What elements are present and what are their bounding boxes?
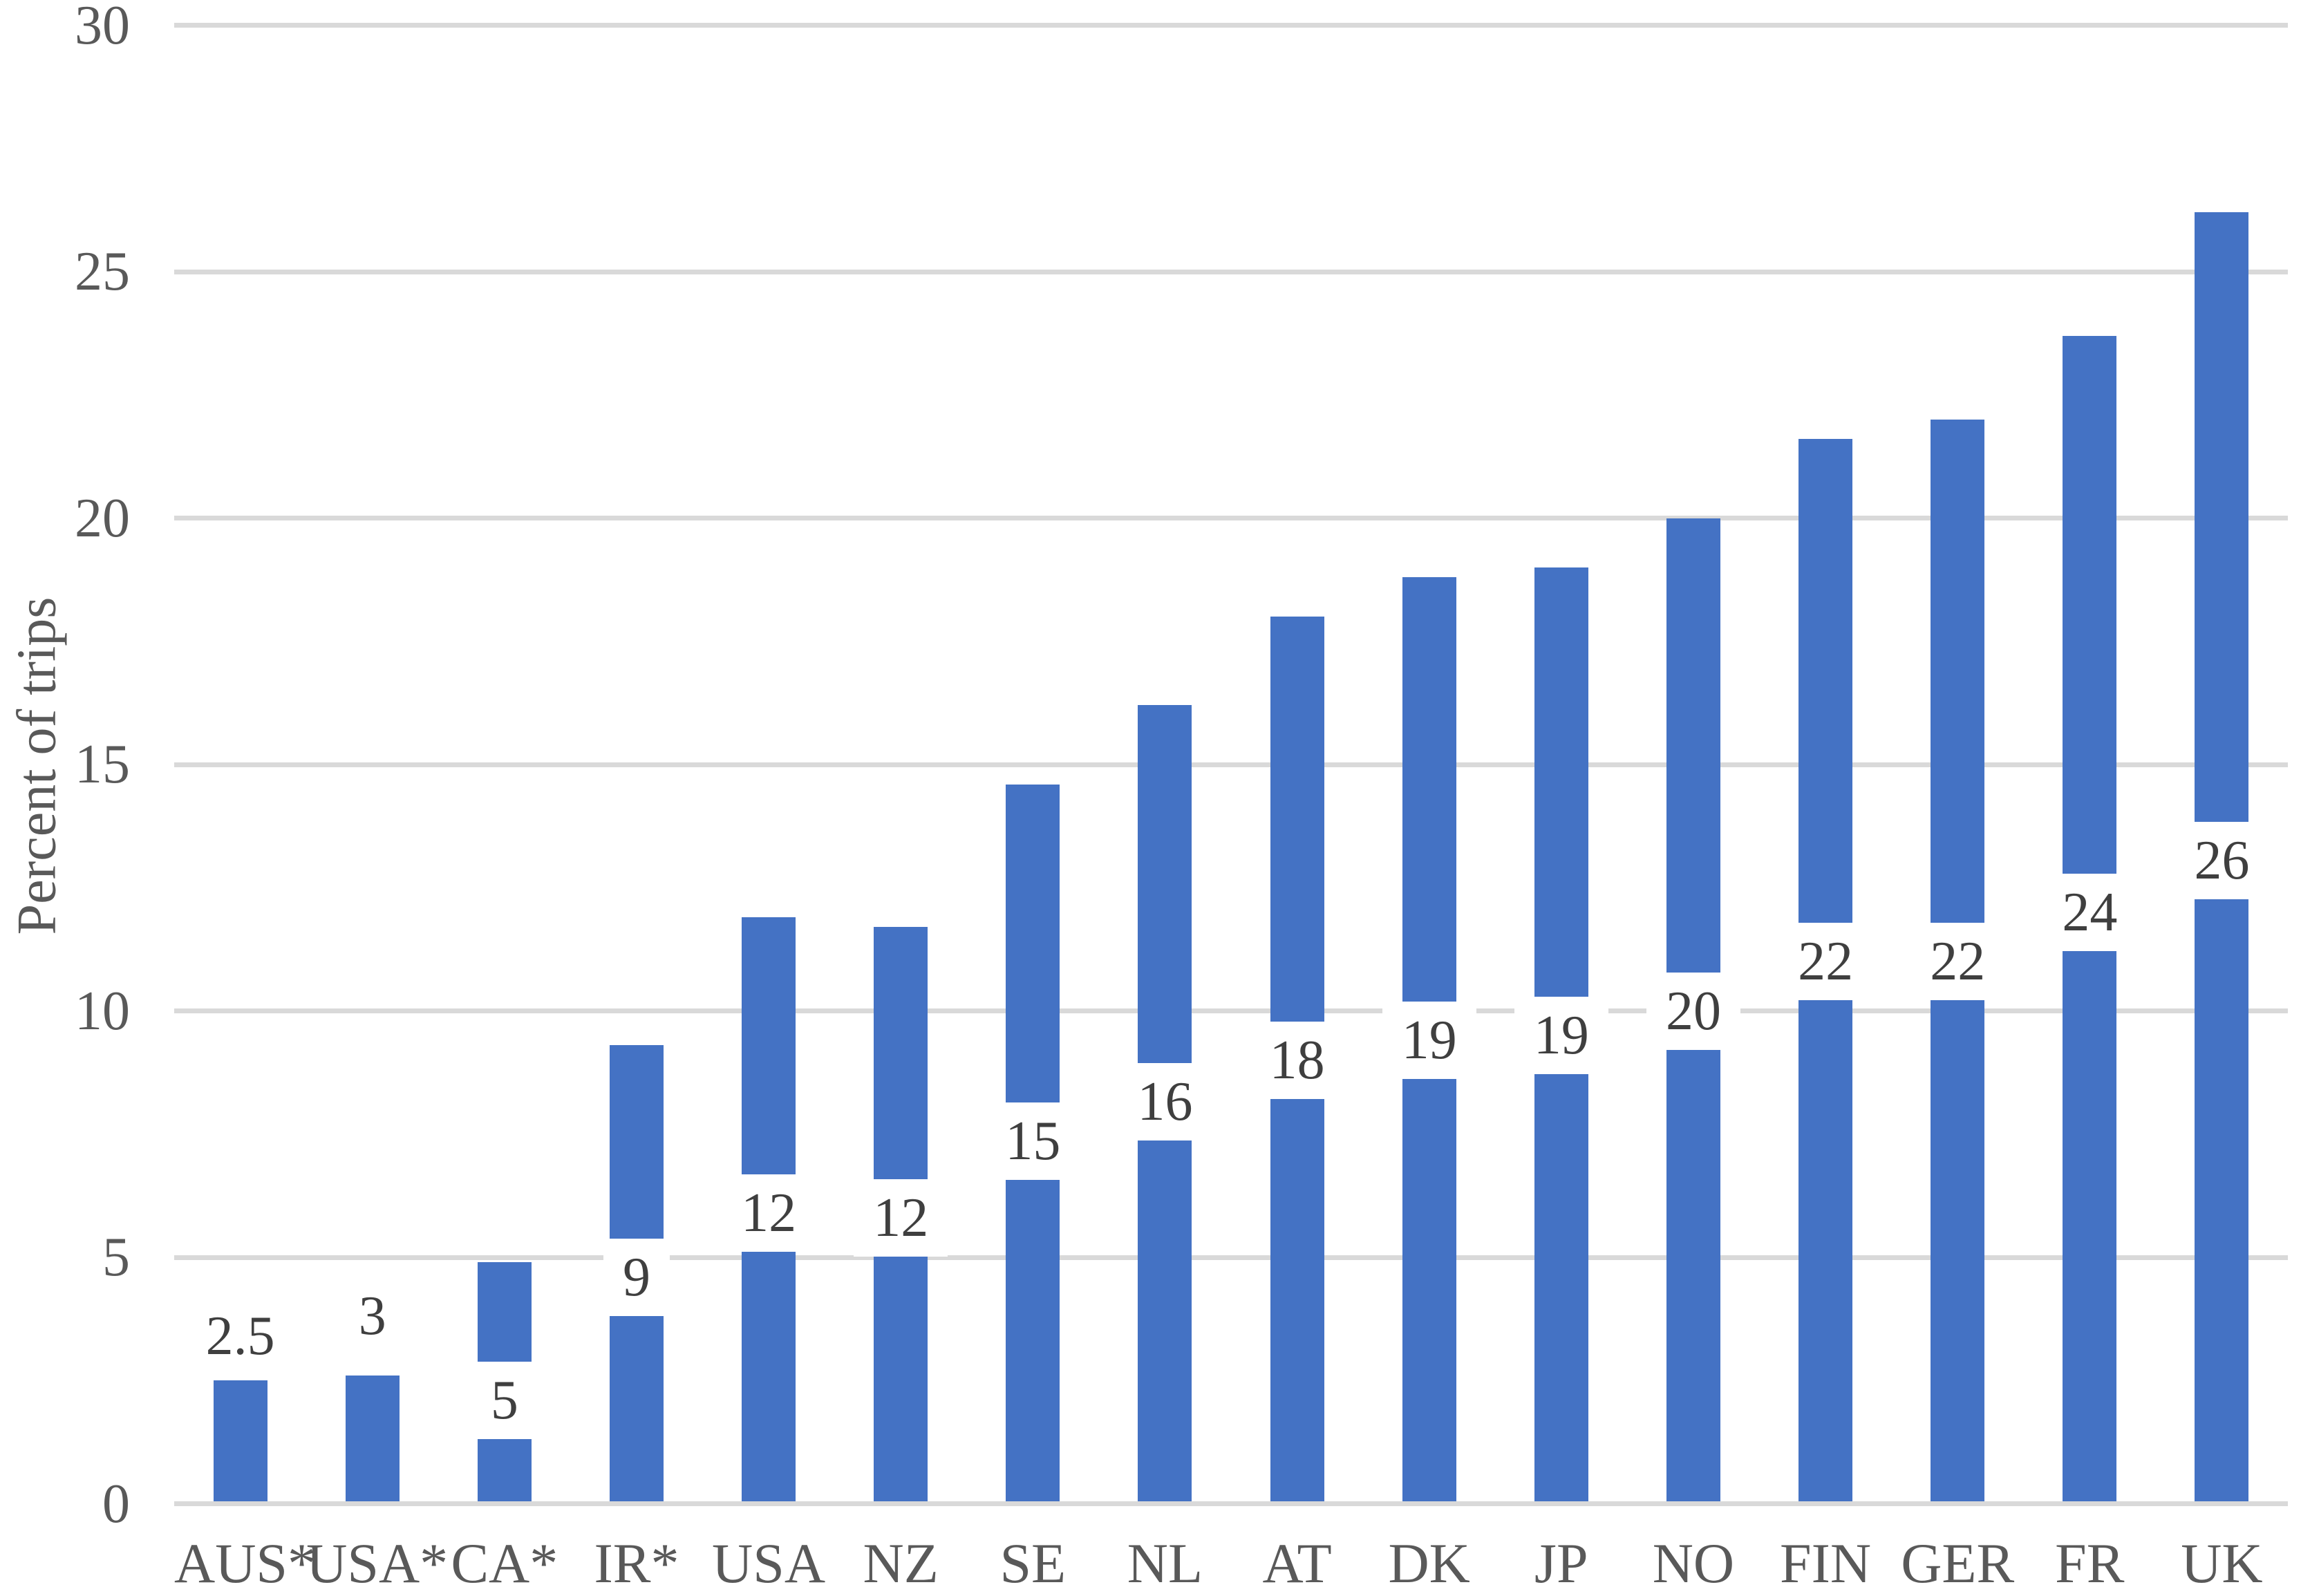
x-tick-label: USA*	[306, 1532, 449, 1595]
x-tick-label: AT	[1262, 1532, 1332, 1595]
y-tick-label: 10	[75, 980, 130, 1042]
bar-value-label: 9	[603, 1238, 670, 1316]
x-tick-label: NO	[1652, 1532, 1735, 1595]
bar-value-label: 12	[854, 1179, 948, 1257]
gridline	[174, 1008, 2288, 1013]
x-tick-label: GER	[1901, 1532, 2015, 1595]
x-tick-label: DK	[1388, 1532, 1470, 1595]
bar-value-label: 15	[986, 1102, 1080, 1181]
x-tick-label: UK	[2181, 1532, 2263, 1595]
x-tick-label: IR*	[594, 1532, 679, 1595]
x-tick-label: JP	[1534, 1532, 1588, 1595]
gridline	[174, 23, 2288, 28]
gridline	[174, 1255, 2288, 1260]
bar-value-label: 3	[358, 1285, 386, 1346]
bar-value-label: 12	[722, 1174, 816, 1252]
gridline	[174, 269, 2288, 274]
bar-value-label: 5	[471, 1362, 538, 1440]
bar-value-label: 19	[1514, 997, 1608, 1075]
x-tick-label: SE	[999, 1532, 1067, 1595]
x-tick-label: FIN	[1779, 1532, 1872, 1595]
y-tick-label: 20	[75, 487, 130, 549]
bar-value-label: 19	[1382, 1002, 1476, 1080]
bar-value-label: 2.5	[205, 1306, 275, 1367]
bar-value-label: 26	[2175, 822, 2269, 900]
y-tick-label: 5	[102, 1227, 130, 1288]
bar-value-label: 22	[1910, 923, 2005, 1001]
x-tick-label: CA*	[451, 1532, 558, 1595]
bar-value-label: 16	[1118, 1063, 1212, 1141]
bar-value-label: 20	[1646, 972, 1740, 1050]
bar-value-label: 22	[1778, 923, 1873, 1001]
x-tick-label: AUS*	[174, 1532, 317, 1595]
x-tick-label: USA	[712, 1532, 826, 1595]
bar-value-label: 24	[2042, 873, 2137, 951]
y-tick-label: 0	[102, 1473, 130, 1534]
y-tick-label: 30	[75, 0, 130, 56]
y-tick-label: 25	[75, 241, 130, 302]
bar-value-label: 18	[1250, 1021, 1344, 1099]
gridline	[174, 762, 2288, 767]
bar	[345, 1376, 400, 1501]
gridline	[174, 1501, 2288, 1506]
x-tick-label: NZ	[863, 1532, 939, 1595]
x-tick-label: FR	[2055, 1532, 2125, 1595]
x-tick-label: NL	[1127, 1532, 1203, 1595]
gridline	[174, 516, 2288, 520]
y-tick-label: 15	[75, 734, 130, 795]
bar	[213, 1380, 267, 1501]
